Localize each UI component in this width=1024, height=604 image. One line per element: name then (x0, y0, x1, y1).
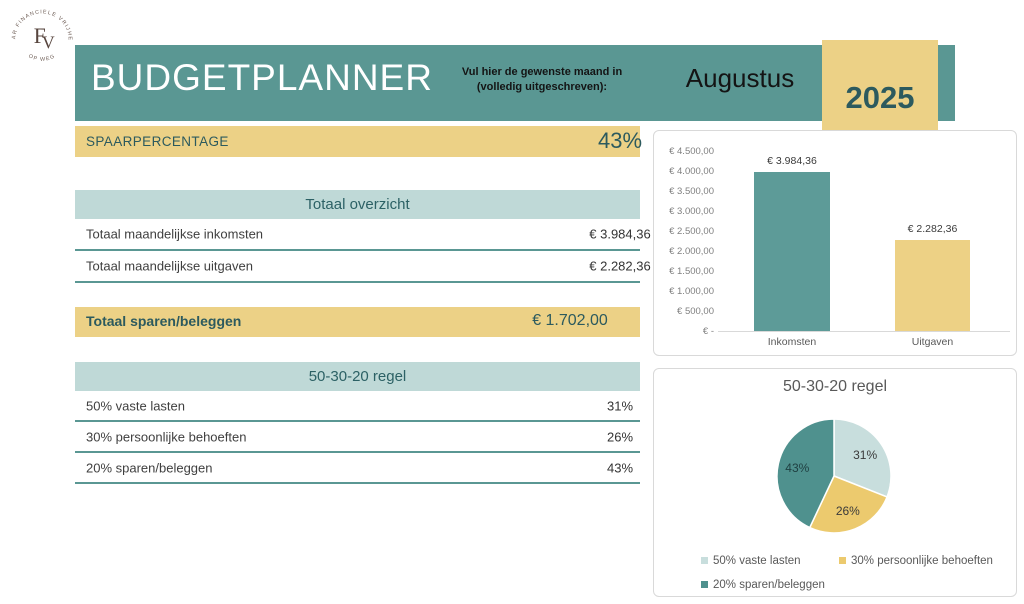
row-value: 43% (606, 460, 634, 475)
row-value: € 3.984,36 (589, 226, 651, 242)
legend-item: 30% persoonlijke behoeften (839, 555, 993, 567)
savings-total-row: Totaal sparen/beleggen € 1.702,00 (75, 307, 640, 337)
y-tick-label: € 1.000,00 (669, 286, 714, 297)
row-label: 30% persoonlijke behoeften (86, 429, 247, 444)
row-value: 31% (606, 398, 634, 413)
y-tick-label: € 3.500,00 (669, 186, 714, 197)
y-tick-label: € 2.500,00 (669, 226, 714, 237)
savings-rate-label: SPAARPERCENTAGE (86, 134, 229, 149)
overview-table: Totaal maandelijkse inkomsten € 3.984,36 T… (75, 219, 651, 283)
pie-slice (776, 418, 835, 529)
legend-item: 50% vaste lasten (701, 555, 801, 567)
x-category-label: Inkomsten (767, 336, 817, 348)
pie-slice (833, 418, 892, 498)
pie-chart-panel: 50-30-20 regel 31% 26% 43% 50% vaste laste… (653, 368, 1017, 597)
row-value: € 2.282,36 (589, 258, 651, 274)
pie-slice (808, 475, 888, 534)
x-axis-line (718, 331, 1010, 332)
year-cell[interactable]: 2025 (822, 40, 938, 130)
rule-table: 50% vaste lasten 31% 30% persoonlijke beho… (75, 391, 640, 484)
bar-data-label: € 3.984,36 (767, 154, 817, 167)
table-row: 20% sparen/beleggen 43% (75, 453, 640, 484)
pie-slice-label: 31% (853, 448, 877, 462)
legend-swatch-icon (839, 557, 846, 565)
row-label: 50% vaste lasten (86, 398, 186, 413)
table-row: 30% persoonlijke behoeften 26% (75, 422, 640, 453)
pie-chart: 31% 26% 43% (776, 418, 892, 534)
savings-rate-row: SPAARPERCENTAGE 43% (75, 126, 642, 157)
y-tick-label: € 2.000,00 (669, 246, 714, 257)
legend-label: 20% sparen/beleggen (713, 579, 825, 591)
logo-arc-bottom: OP WEG (27, 53, 56, 63)
y-tick-label: € - (702, 326, 714, 337)
x-category-label: Uitgaven (911, 336, 954, 348)
legend-swatch-icon (701, 581, 708, 589)
month-prompt-line1: Vul hier de gewenste maand in (461, 66, 623, 78)
logo-monogram-f: F (34, 24, 46, 48)
legend-label: 30% persoonlijke behoeften (851, 555, 993, 567)
brand-logo: NAAR FINANCIELE VRIJHEID OP WEG F V (8, 2, 72, 63)
month-prompt-label: Vul hier de gewenste maand in (volledig … (447, 65, 637, 95)
row-value: 26% (606, 429, 634, 444)
pie-chart-title: 50-30-20 regel (782, 378, 888, 395)
bar-uitgaven (895, 239, 970, 331)
y-tick-label: € 500,00 (677, 306, 714, 317)
bar-chart-panel: € 4.500,00 € 4.000,00 € 3.500,00 € 3.000,00… (653, 130, 1017, 356)
month-prompt-line2: (volledig uitgeschreven): (476, 80, 608, 93)
logo-monogram-v: V (42, 32, 55, 52)
overview-table-header: Totaal overzicht (75, 190, 640, 219)
table-row: 50% vaste lasten 31% (75, 391, 640, 422)
savings-total-value: € 1.702,00 (532, 312, 608, 329)
header-bar: BUDGETPLANNER Vul hier de gewenste maand… (75, 45, 955, 121)
bar-data-label: € 2.282,36 (907, 222, 958, 235)
y-tick-label: € 4.000,00 (669, 166, 714, 177)
legend-swatch-icon (701, 557, 708, 565)
page-title: BUDGETPLANNER (91, 57, 433, 98)
month-input-cell[interactable]: Augustus (685, 63, 795, 93)
pie-slice-label: 43% (785, 461, 809, 475)
legend-item: 20% sparen/beleggen (701, 579, 825, 591)
rule-table-header: 50-30-20 regel (75, 362, 640, 391)
savings-rate-value: 43% (597, 128, 643, 153)
row-label: Totaal maandelijkse uitgaven (86, 258, 253, 274)
row-label: Totaal maandelijkse inkomsten (86, 226, 264, 242)
table-row: Totaal maandelijkse uitgaven € 2.282,36 (75, 251, 651, 283)
bar-inkomsten (754, 171, 830, 331)
year-value: 2025 (845, 80, 915, 115)
legend-label: 50% vaste lasten (713, 555, 801, 567)
y-tick-label: € 1.500,00 (669, 266, 714, 277)
savings-total-label: Totaal sparen/beleggen (86, 313, 242, 329)
row-label: 20% sparen/beleggen (86, 460, 213, 475)
table-row: Totaal maandelijkse inkomsten € 3.984,36 (75, 219, 651, 251)
y-tick-label: € 4.500,00 (669, 146, 714, 157)
y-tick-label: € 3.000,00 (669, 206, 714, 217)
pie-slice-label: 26% (836, 504, 860, 518)
